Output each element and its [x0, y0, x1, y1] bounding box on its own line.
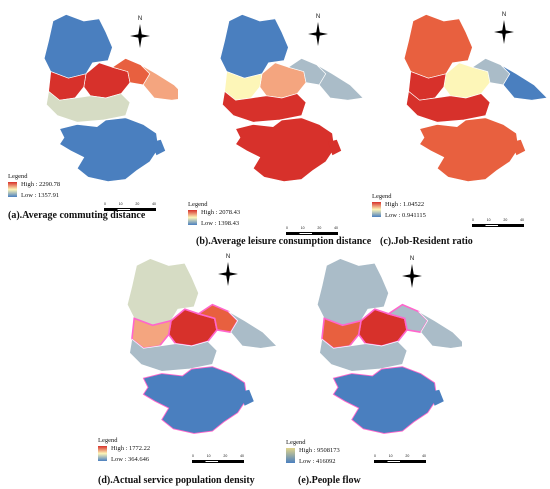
north-arrow: N — [398, 256, 426, 292]
choropleth-map-d — [126, 258, 278, 434]
choropleth-map-c — [403, 13, 548, 183]
legend-title: Legend — [372, 193, 392, 200]
scale-bar-d: 0 10 20 40 — [192, 454, 244, 464]
legend-low: Low : 416092 — [299, 458, 336, 465]
scale-bar-b: 0 10 20 40 — [286, 226, 338, 236]
legend-title: Legend — [286, 439, 306, 446]
map-panel-e: N Legend High : 9508173 Low : 416092 0 10… — [282, 248, 462, 488]
caption-a: (a).Average commuting distance — [8, 210, 146, 221]
caption-b: (b).Average leisure consumption distance — [196, 236, 372, 247]
district-northeast — [316, 64, 364, 101]
legend-gradient — [188, 210, 197, 225]
compass-icon — [308, 22, 328, 46]
legend-high: High : 9508173 — [299, 447, 340, 454]
caption-e: (e).People flow — [298, 475, 361, 486]
district-south — [332, 366, 438, 434]
legend-low: Low : 1398.43 — [201, 220, 240, 227]
district-northeast — [227, 310, 278, 349]
district-south — [142, 366, 248, 434]
district-northeast — [417, 310, 462, 349]
legend-e: Legend High : 9508173 Low : 416092 — [286, 439, 376, 474]
north-label: N — [409, 256, 415, 262]
scale-bar-c: 0 10 20 40 — [472, 218, 524, 228]
caption-d: (d).Actual service population density — [98, 475, 255, 486]
north-label: N — [315, 14, 321, 20]
legend-high: High : 2290.78 — [21, 181, 61, 188]
scale-bar-e: 0 10 20 40 — [374, 454, 426, 464]
caption-c: (c).Job-Resident ratio — [380, 236, 473, 247]
north-arrow: N — [304, 14, 332, 50]
map-panel-c: N Legend High : 1.04522 Low : 0.941115 0… — [368, 4, 548, 247]
legend-title: Legend — [8, 173, 28, 180]
legend-a: Legend High : 2290.78 Low : 1357.91 — [8, 173, 98, 208]
legend-gradient — [98, 446, 107, 461]
compass-icon — [402, 264, 422, 288]
north-label: N — [137, 16, 143, 22]
district-south — [59, 117, 160, 183]
district-south — [235, 117, 336, 183]
legend-low: Low : 0.941115 — [385, 212, 426, 219]
legend-gradient — [8, 182, 17, 197]
north-arrow: N — [126, 16, 154, 52]
legend-low: Low : 364.646 — [111, 456, 150, 463]
district-south — [419, 117, 520, 183]
legend-gradient — [372, 202, 381, 217]
north-arrow: N — [490, 12, 518, 48]
choropleth-map-e — [316, 258, 462, 434]
legend-c: Legend High : 1.04522 Low : 0.941115 — [372, 193, 462, 228]
north-label: N — [501, 12, 507, 18]
legend-gradient — [286, 448, 295, 463]
north-arrow: N — [214, 254, 242, 290]
legend-b: Legend High : 2078.43 Low : 1398.43 — [188, 201, 278, 236]
scale-bar-a: 0 10 20 40 — [104, 202, 156, 212]
legend-high: High : 1772.22 — [111, 445, 151, 452]
choropleth-map-b — [219, 13, 364, 183]
legend-high: High : 1.04522 — [385, 201, 425, 208]
district-northeast — [500, 64, 548, 101]
legend-title: Legend — [188, 201, 208, 208]
district-northeast — [140, 64, 178, 101]
legend-d: Legend High : 1772.22 Low : 364.646 — [98, 437, 188, 472]
compass-icon — [494, 20, 514, 44]
legend-high: High : 2078.43 — [201, 209, 241, 216]
legend-low: Low : 1357.91 — [21, 192, 60, 199]
compass-icon — [218, 262, 238, 286]
north-label: N — [225, 254, 231, 260]
compass-icon — [130, 24, 150, 48]
legend-title: Legend — [98, 437, 118, 444]
